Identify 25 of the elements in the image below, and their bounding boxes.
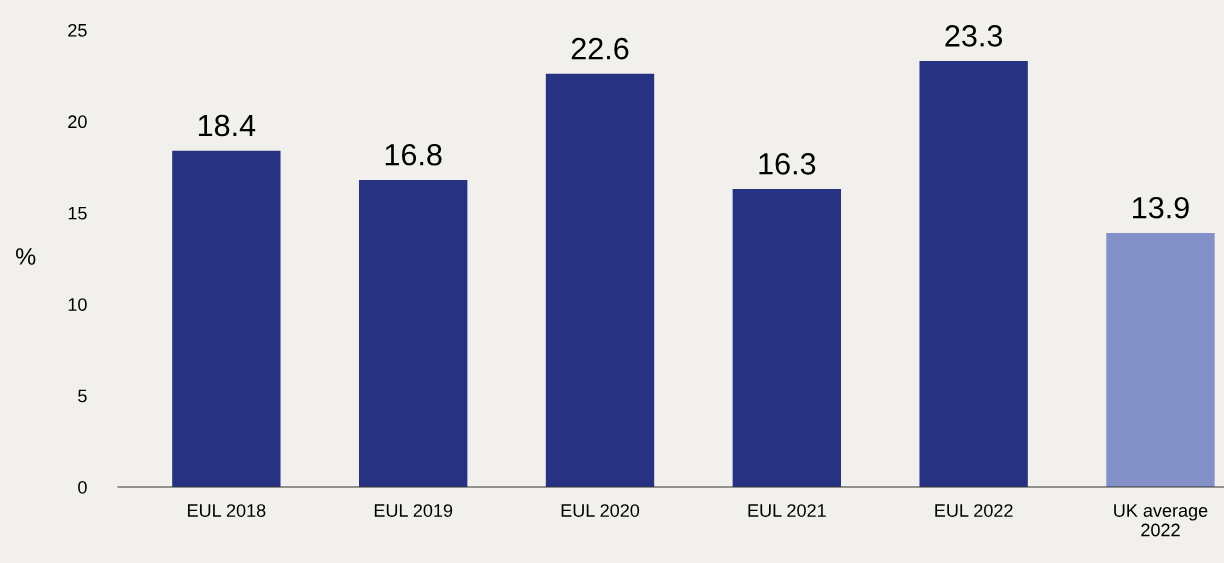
x-tick-label: EUL 2022 <box>935 504 1013 517</box>
bar <box>1106 232 1215 487</box>
bar <box>732 189 842 487</box>
data-label: 16.8 <box>385 143 442 166</box>
y-tick-label: 5 <box>78 389 87 403</box>
bar <box>172 150 281 487</box>
x-tick-label: EUL 2018 <box>188 504 266 517</box>
y-tick-label: 0 <box>78 480 87 494</box>
y-tick-label: 20 <box>68 115 87 129</box>
data-label: 22.6 <box>571 37 629 60</box>
x-tick-label: EUL 2021 <box>748 504 826 517</box>
y-tick-label: 15 <box>68 206 87 220</box>
y-tick-label: 10 <box>68 298 87 311</box>
y-axis-title: % <box>16 248 36 265</box>
x-tick-label: EUL 2019 <box>374 504 453 517</box>
data-label: 18.4 <box>198 114 256 137</box>
y-tick-label: 25 <box>68 23 87 37</box>
x-tick-label: EUL 2020 <box>561 504 640 517</box>
data-label: 16.3 <box>759 153 816 175</box>
data-label: 23.3 <box>945 25 1003 47</box>
bar <box>919 61 1028 487</box>
data-label: 13.9 <box>1133 196 1189 219</box>
bar <box>359 179 468 487</box>
bar <box>545 73 655 487</box>
x-tick-label: UK average 2022 <box>1114 504 1208 537</box>
